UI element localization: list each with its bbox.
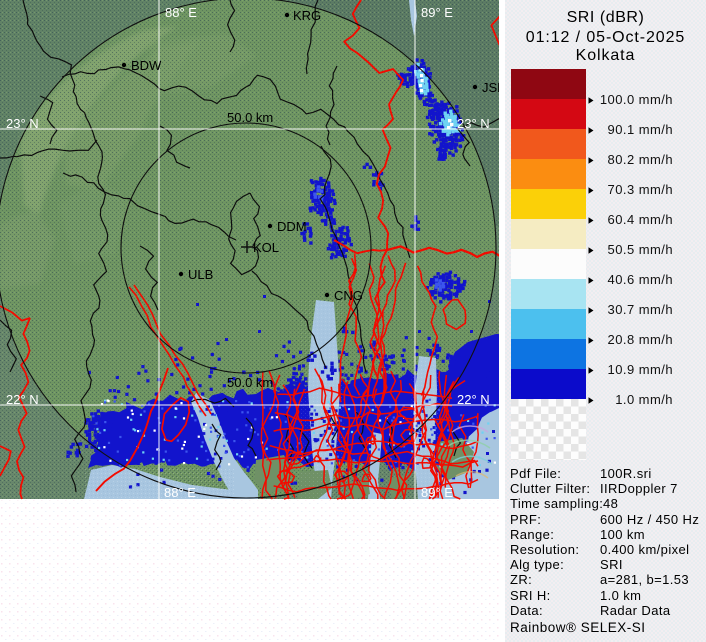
svg-text:50.0 km: 50.0 km [227,110,273,125]
svg-text:BDW: BDW [131,58,162,73]
svg-text:88° E: 88° E [165,5,197,20]
svg-text:89° E: 89° E [421,5,453,20]
svg-text:ULB: ULB [188,267,213,282]
svg-text:22° N: 22° N [6,392,39,407]
svg-text:23° N: 23° N [6,116,39,131]
svg-text:89° E: 89° E [421,485,453,500]
svg-text:DDM: DDM [277,219,307,234]
svg-text:50.0 km: 50.0 km [227,375,273,390]
svg-text:23° N: 23° N [457,116,490,131]
svg-text:22° N: 22° N [457,392,490,407]
svg-text:KOL: KOL [253,240,279,255]
svg-text:JSR: JSR [482,80,500,95]
svg-text:CNG: CNG [334,288,363,303]
svg-text:KRG: KRG [293,8,321,23]
svg-text:88° E: 88° E [164,485,196,500]
